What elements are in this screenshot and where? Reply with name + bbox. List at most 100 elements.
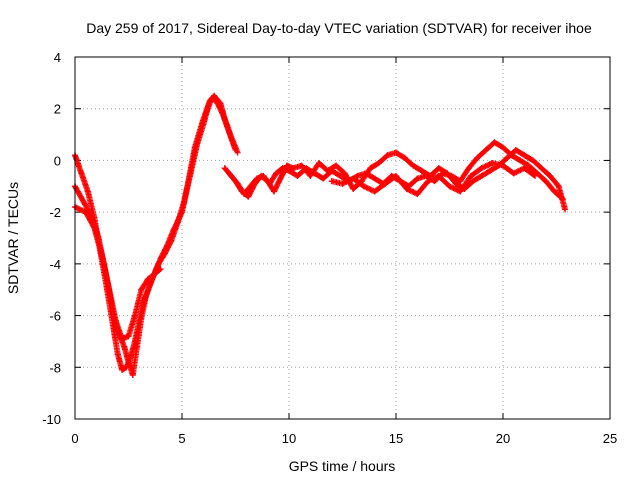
data-point xyxy=(320,175,327,182)
data-point xyxy=(382,180,389,187)
data-point xyxy=(226,170,233,177)
y-tick-labels: -10 -8 -6 -4 -2 0 2 4 xyxy=(42,50,61,427)
data-point xyxy=(360,183,367,190)
data-point xyxy=(125,359,132,366)
x-tick-label: 5 xyxy=(178,431,185,446)
data-point xyxy=(307,172,314,179)
data-point xyxy=(121,343,128,350)
data-point xyxy=(375,160,382,167)
data-point xyxy=(106,286,113,293)
data-point xyxy=(232,178,239,185)
data-point xyxy=(510,170,517,177)
y-tick-label: 0 xyxy=(54,153,61,168)
data-point xyxy=(119,366,126,373)
data-point xyxy=(562,206,569,213)
data-point xyxy=(521,165,528,172)
data-point xyxy=(181,198,188,205)
data-point xyxy=(478,172,485,179)
data-point xyxy=(283,162,290,169)
plot-frame xyxy=(74,56,611,420)
data-point xyxy=(119,335,126,342)
y-tick-label: -8 xyxy=(49,360,61,375)
data-point xyxy=(174,219,181,226)
data-point xyxy=(204,105,211,112)
data-point xyxy=(547,172,554,179)
data-point xyxy=(142,294,149,301)
data-point xyxy=(264,178,271,185)
data-point xyxy=(294,172,301,179)
data-point xyxy=(238,188,245,195)
grid-lines xyxy=(75,57,610,419)
data-point xyxy=(245,193,252,200)
data-point xyxy=(99,255,106,262)
data-point xyxy=(221,165,228,172)
x-tick-label: 25 xyxy=(603,431,617,446)
data-point xyxy=(187,170,194,177)
data-point xyxy=(467,172,474,179)
data-point xyxy=(258,172,265,179)
data-point xyxy=(414,175,421,182)
data-point xyxy=(350,175,357,182)
data-point xyxy=(393,172,399,179)
data-point xyxy=(371,188,378,195)
data-point xyxy=(401,154,408,161)
data-point xyxy=(277,175,284,182)
axis-ticks xyxy=(74,56,611,420)
data-point xyxy=(161,250,168,257)
data-point xyxy=(487,167,494,174)
data-point xyxy=(500,162,506,169)
data-point xyxy=(129,372,136,379)
data-point xyxy=(470,178,477,185)
data-point xyxy=(474,154,481,161)
y-tick-label: 4 xyxy=(54,50,61,65)
data-point xyxy=(403,185,410,192)
data-point xyxy=(251,180,258,187)
y-tick-label: -10 xyxy=(42,412,61,427)
data-point xyxy=(465,165,472,172)
data-point xyxy=(521,152,528,159)
x-tick-label: 15 xyxy=(389,431,403,446)
data-point xyxy=(84,188,91,195)
data-point xyxy=(219,110,226,117)
data-point xyxy=(155,260,162,267)
data-point xyxy=(168,237,175,244)
data-point xyxy=(452,180,459,187)
data-point xyxy=(446,183,453,190)
data-point xyxy=(273,170,280,177)
data-point xyxy=(324,167,331,174)
data-series xyxy=(72,92,569,379)
data-point xyxy=(80,198,87,205)
data-point xyxy=(384,152,391,159)
y-axis-label: SDTVAR / TECUs xyxy=(5,182,21,294)
x-axis-label: GPS time / hours xyxy=(289,458,396,474)
data-point xyxy=(232,147,239,154)
data-point xyxy=(444,170,451,177)
data-point xyxy=(517,157,524,164)
data-point xyxy=(339,180,346,187)
x-tick-label: 10 xyxy=(282,431,296,446)
chart-title: Day 259 of 2017, Sidereal Day-to-day VTE… xyxy=(86,20,592,36)
y-tick-label: -6 xyxy=(49,309,61,324)
data-point xyxy=(542,178,549,185)
data-point xyxy=(337,172,344,179)
data-point xyxy=(551,188,558,195)
data-point xyxy=(134,343,141,350)
data-point xyxy=(138,286,145,293)
data-point xyxy=(418,167,425,174)
data-point xyxy=(91,224,98,231)
data-point xyxy=(435,165,442,172)
data-point xyxy=(298,162,305,169)
data-point xyxy=(123,364,130,371)
data-point xyxy=(491,139,498,146)
data-point xyxy=(144,276,151,283)
data-point xyxy=(125,333,132,340)
series-3 xyxy=(72,203,164,342)
data-point xyxy=(350,185,357,192)
data-point xyxy=(354,172,361,179)
data-point xyxy=(371,175,378,182)
data-point xyxy=(425,178,432,185)
data-point xyxy=(193,141,200,148)
data-point xyxy=(457,188,464,195)
data-point xyxy=(478,165,485,172)
x-tick-label: 20 xyxy=(496,431,510,446)
